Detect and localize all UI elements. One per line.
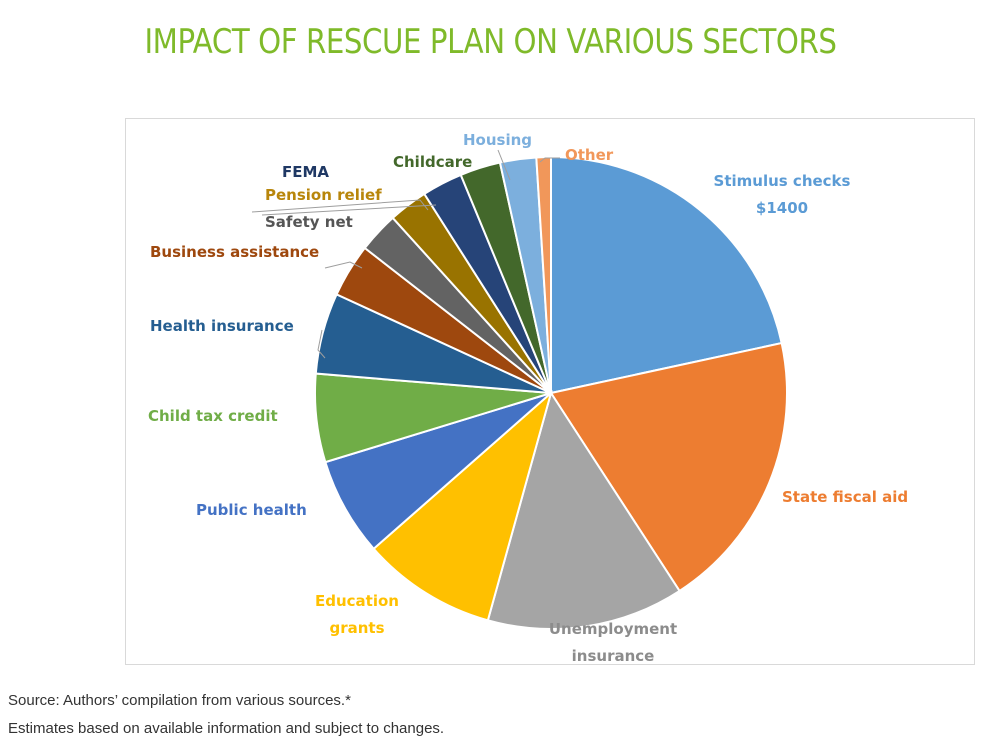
slice-state-fiscal-aid: [549, 341, 788, 593]
label-public-health: Public health: [196, 501, 307, 519]
label-health-insurance: Health insurance: [150, 317, 294, 335]
label-education-grants-line-1: Education: [315, 592, 399, 610]
label-education-grants-line-2: grants: [329, 619, 384, 637]
slice-labels: Stimulus checks $1400 State fiscal aid Unem…: [148, 131, 908, 665]
label-child-tax-credit: Child tax credit: [148, 407, 278, 425]
estimate-note: Estimates based on available information…: [8, 720, 445, 737]
slice-stimulus-checks-1400: [550, 155, 783, 395]
leader-lines: [251, 149, 560, 359]
label-stimulus-checks-1400-line-1: Stimulus checks: [714, 172, 851, 190]
leader-line-6: [497, 149, 511, 181]
slice-unemployment-insurance: [486, 390, 681, 630]
label-other: Other: [565, 146, 614, 164]
leader-line-1: [251, 199, 429, 213]
leader-line-2: [261, 204, 437, 216]
label-unemployment-insurance-line-1: Unemployment: [549, 620, 677, 638]
leader-line-3: [324, 261, 363, 269]
label-housing: Housing: [463, 131, 532, 149]
slice-education-grants: [372, 390, 553, 622]
label-fema: FEMA: [282, 163, 329, 181]
label-safety-net: Safety net: [265, 213, 353, 231]
label-unemployment-insurance-line-2: insurance: [572, 647, 655, 665]
label-business-assistance: Business assistance: [150, 243, 319, 261]
page-title: IMPACT OF RESCUE PLAN ON VARIOUS SECTORS: [144, 22, 837, 62]
label-childcare: Childcare: [393, 153, 472, 171]
label-state-fiscal-aid: State fiscal aid: [782, 488, 908, 506]
leader-line-5: [539, 157, 560, 163]
source-note: Source: Authors’ compilation from variou…: [8, 692, 351, 709]
leader-line-4: [317, 329, 326, 359]
slice-other: [535, 155, 552, 394]
pie-slices: [314, 155, 788, 630]
label-pension-relief: Pension relief: [265, 186, 382, 204]
label-stimulus-checks-1400-line-2: $1400: [756, 199, 808, 217]
